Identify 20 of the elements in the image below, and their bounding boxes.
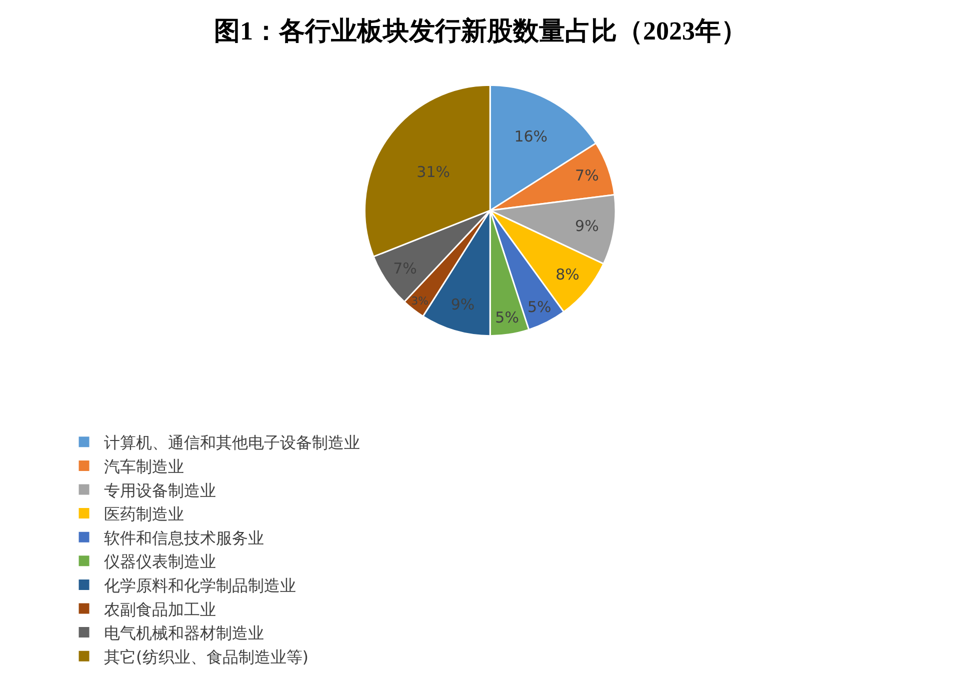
data-label: 5% xyxy=(527,298,552,316)
legend-label: 医药制造业 xyxy=(104,504,184,524)
data-label: 9% xyxy=(575,216,599,235)
legend-label: 汽车制造业 xyxy=(104,456,184,476)
data-label: 16% xyxy=(514,127,548,146)
legend-label: 仪器仪表制造业 xyxy=(104,552,216,572)
legend-label: 其它(纺织业、食品制造业等) xyxy=(104,647,309,666)
legend-label: 农副食品加工业 xyxy=(104,600,216,619)
legend-label: 化学原料和化学制品制造业 xyxy=(104,576,296,595)
data-label: 3% xyxy=(411,294,428,308)
chart-title: 图1：各行业板块发行新股数量占比（2023年） xyxy=(214,16,747,46)
legend-label: 计算机、通信和其他电子设备制造业 xyxy=(104,433,360,452)
data-label: 7% xyxy=(575,166,599,185)
legend-label: 软件和信息技术服务业 xyxy=(104,528,264,548)
data-label: 31% xyxy=(416,162,450,181)
legend-label: 专用设备制造业 xyxy=(104,480,216,500)
data-label: 8% xyxy=(556,265,580,284)
data-label: 5% xyxy=(495,308,519,327)
data-label: 9% xyxy=(450,296,475,314)
legend-label: 电气机械和器材制造业 xyxy=(104,624,264,643)
